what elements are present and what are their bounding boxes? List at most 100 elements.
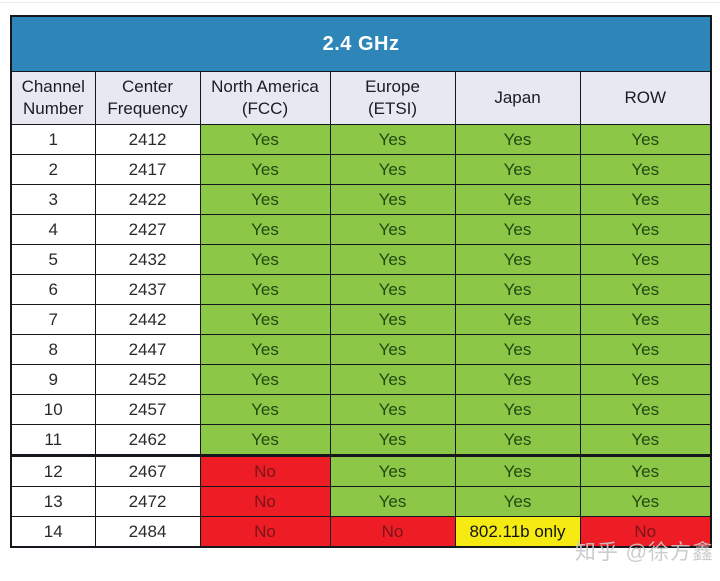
table-row: 7 2442 Yes Yes Yes Yes [10, 304, 712, 335]
center-frequency-cell: 2484 [94, 516, 201, 548]
region-status-cell: Yes [199, 334, 331, 365]
region-status-cell: Yes [329, 184, 456, 215]
center-frequency-cell: 2472 [94, 486, 201, 517]
table-row: 12 2467 No Yes Yes Yes [10, 454, 712, 487]
channel-number-cell: 7 [10, 304, 96, 335]
table-row: 11 2462 Yes Yes Yes Yes [10, 424, 712, 456]
region-status-cell: Yes [579, 454, 712, 487]
region-status-cell: Yes [454, 184, 581, 215]
region-status-cell: Yes [199, 244, 331, 275]
channel-table: 2.4 GHz Channel Number Center Frequency No… [10, 15, 713, 548]
watermark-text: 知乎 @徐方鑫 [574, 541, 714, 564]
center-frequency-cell: 2462 [94, 424, 201, 456]
region-status-cell: Yes [199, 184, 331, 215]
region-status-cell: Yes [329, 154, 456, 185]
center-frequency-cell: 2447 [94, 334, 201, 365]
table-row: 4 2427 Yes Yes Yes Yes [10, 214, 712, 245]
region-status-cell: Yes [454, 154, 581, 185]
table-row: 3 2422 Yes Yes Yes Yes [10, 184, 712, 215]
region-status-cell: Yes [579, 364, 712, 395]
channel-number-cell: 12 [10, 454, 96, 487]
region-status-cell: Yes [454, 304, 581, 335]
column-header-1: Center Frequency [94, 71, 201, 125]
region-status-cell: No [579, 516, 712, 548]
region-status-cell: Yes [579, 154, 712, 185]
region-status-cell: Yes [579, 486, 712, 517]
region-status-cell: Yes [329, 486, 456, 517]
column-header-5: ROW [579, 71, 712, 125]
top-divider [0, 2, 720, 3]
region-status-cell: Yes [579, 334, 712, 365]
channel-number-cell: 13 [10, 486, 96, 517]
region-status-cell: No [199, 486, 331, 517]
region-status-cell: Yes [329, 424, 456, 456]
table-title-row: 2.4 GHz [10, 15, 712, 72]
center-frequency-cell: 2452 [94, 364, 201, 395]
channel-number-cell: 6 [10, 274, 96, 305]
region-status-cell: Yes [199, 424, 331, 456]
table-row: 6 2437 Yes Yes Yes Yes [10, 274, 712, 305]
region-status-cell: Yes [454, 486, 581, 517]
table-row: 2 2417 Yes Yes Yes Yes [10, 154, 712, 185]
center-frequency-cell: 2427 [94, 214, 201, 245]
table-title: 2.4 GHz [10, 15, 712, 72]
region-status-cell: 802.11b only [454, 516, 581, 548]
channel-number-cell: 3 [10, 184, 96, 215]
region-status-cell: Yes [454, 364, 581, 395]
center-frequency-cell: 2422 [94, 184, 201, 215]
region-status-cell: Yes [579, 214, 712, 245]
column-header-0: Channel Number [10, 71, 96, 125]
region-status-cell: No [329, 516, 456, 548]
table-row: 5 2432 Yes Yes Yes Yes [10, 244, 712, 275]
table-row: 8 2447 Yes Yes Yes Yes [10, 334, 712, 365]
region-status-cell: Yes [329, 244, 456, 275]
region-status-cell: Yes [579, 394, 712, 425]
center-frequency-cell: 2412 [94, 124, 201, 155]
channel-number-cell: 9 [10, 364, 96, 395]
region-status-cell: Yes [454, 244, 581, 275]
region-status-cell: Yes [329, 274, 456, 305]
center-frequency-cell: 2432 [94, 244, 201, 275]
region-status-cell: Yes [199, 364, 331, 395]
table-row: 14 2484 No No 802.11b only No [10, 516, 712, 548]
center-frequency-cell: 2457 [94, 394, 201, 425]
center-frequency-cell: 2417 [94, 154, 201, 185]
channel-number-cell: 1 [10, 124, 96, 155]
region-status-cell: Yes [454, 214, 581, 245]
region-status-cell: Yes [199, 394, 331, 425]
region-status-cell: No [199, 516, 331, 548]
region-status-cell: Yes [199, 214, 331, 245]
region-status-cell: Yes [329, 334, 456, 365]
table-header-row: Channel Number Center Frequency North Amer… [10, 71, 712, 125]
channel-number-cell: 2 [10, 154, 96, 185]
table-row: 1 2412 Yes Yes Yes Yes [10, 124, 712, 155]
channel-number-cell: 14 [10, 516, 96, 548]
region-status-cell: Yes [454, 124, 581, 155]
channel-number-cell: 11 [10, 424, 96, 456]
region-status-cell: Yes [329, 214, 456, 245]
center-frequency-cell: 2437 [94, 274, 201, 305]
channel-number-cell: 10 [10, 394, 96, 425]
region-status-cell: Yes [199, 304, 331, 335]
region-status-cell: Yes [454, 394, 581, 425]
region-status-cell: Yes [579, 244, 712, 275]
center-frequency-cell: 2467 [94, 454, 201, 487]
region-status-cell: Yes [579, 304, 712, 335]
table-row: 9 2452 Yes Yes Yes Yes [10, 364, 712, 395]
region-status-cell: Yes [329, 394, 456, 425]
region-status-cell: Yes [579, 124, 712, 155]
region-status-cell: Yes [199, 274, 331, 305]
center-frequency-cell: 2442 [94, 304, 201, 335]
region-status-cell: Yes [579, 184, 712, 215]
region-status-cell: Yes [579, 274, 712, 305]
region-status-cell: Yes [199, 124, 331, 155]
region-status-cell: Yes [454, 274, 581, 305]
table-row: 13 2472 No Yes Yes Yes [10, 486, 712, 517]
channel-number-cell: 8 [10, 334, 96, 365]
region-status-cell: Yes [199, 154, 331, 185]
channel-number-cell: 5 [10, 244, 96, 275]
region-status-cell: No [199, 454, 331, 487]
region-status-cell: Yes [329, 124, 456, 155]
watermark: 知乎 @徐方鑫 [575, 536, 714, 566]
region-status-cell: Yes [454, 454, 581, 487]
